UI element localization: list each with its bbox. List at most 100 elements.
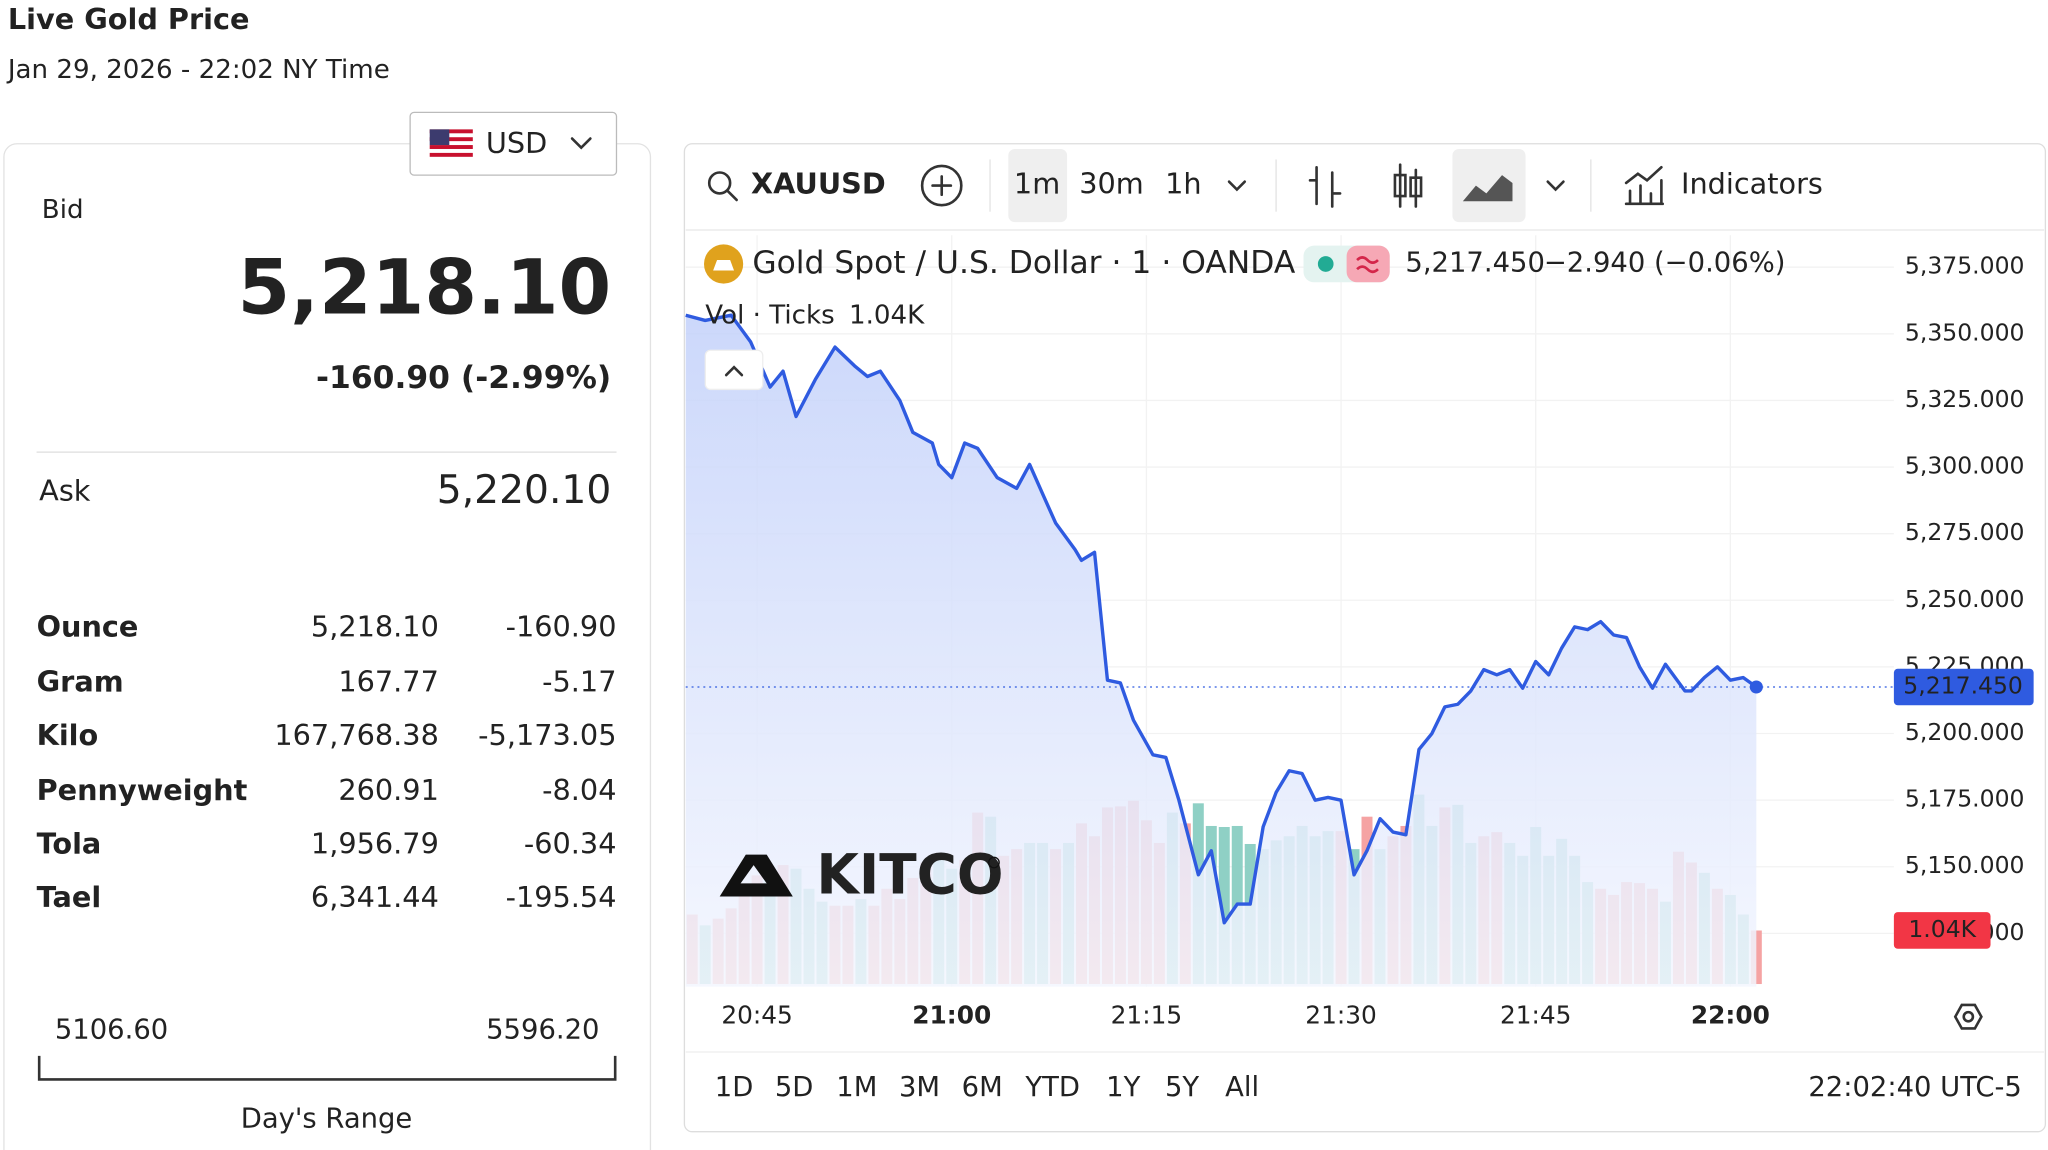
x-tick-label: 21:30 xyxy=(1305,1001,1376,1030)
legend-change: −2.940 (−0.06%) xyxy=(1544,247,1786,278)
interval-active xyxy=(1008,148,1068,223)
y-tick-label: 5,325.000 xyxy=(1905,385,2025,413)
price-line xyxy=(685,313,1758,925)
us-flag xyxy=(429,129,473,159)
symbol[interactable]: XAUUSD xyxy=(751,167,886,201)
range-button[interactable]: 1D xyxy=(715,1072,754,1103)
bid-change: -160.90 (-2.99%) xyxy=(316,360,611,396)
price-label-box xyxy=(1893,668,2034,706)
currency-select[interactable] xyxy=(409,111,618,176)
unit-price: 6,341.44 xyxy=(311,880,439,914)
add-symbol[interactable] xyxy=(920,164,963,207)
range-button[interactable]: 5Y xyxy=(1165,1072,1199,1103)
volume-label: 1.04K xyxy=(1908,915,1976,943)
unit-change: -195.54 xyxy=(506,880,617,914)
gold-badge xyxy=(704,244,744,284)
unit-table: Ounce 5,218.10 -160.90 Gram 167.77 -5.17 Kilo 1… xyxy=(37,610,617,915)
interval[interactable]: 30m xyxy=(1079,167,1144,201)
plot-area: 20:45 21:00 21:15 21:30 21:45 22:00 5,375.000 5… xyxy=(685,235,2034,1030)
unit-name: Kilo xyxy=(37,718,99,752)
indicators-button[interactable]: Indicators xyxy=(1681,167,1823,201)
range-button[interactable]: All xyxy=(1225,1072,1259,1103)
candles-icon[interactable] xyxy=(1393,163,1423,208)
unit-change: -60.34 xyxy=(524,827,617,861)
market-status xyxy=(1317,256,1334,272)
unit-price: 260.91 xyxy=(338,773,439,807)
quote-card xyxy=(3,143,652,1150)
x-tick-label: 20:45 xyxy=(721,1001,792,1030)
area-icon xyxy=(1462,175,1513,202)
volume-legend: Vol · Ticks xyxy=(705,301,834,331)
unit-name: Gram xyxy=(37,664,124,698)
range-button[interactable]: 1Y xyxy=(1106,1072,1140,1103)
range-caption: Day's Range xyxy=(241,1103,413,1134)
symbol-description: Gold Spot / U.S. Dollar · 1 · OANDA xyxy=(752,245,1295,281)
price-label: 5,217.450 xyxy=(1903,672,2023,700)
bars-icon[interactable] xyxy=(1308,165,1342,208)
legend-price: 5,217.450 xyxy=(1405,247,1545,278)
range-button[interactable]: 1M xyxy=(836,1072,877,1103)
y-tick-label: 5,150.000 xyxy=(1905,851,2025,879)
unit-name: Ounce xyxy=(37,610,139,644)
ask-price: 5,220.10 xyxy=(437,468,611,513)
unit-change: -5,173.05 xyxy=(478,718,616,752)
unit-price: 167,768.38 xyxy=(274,718,438,752)
x-tick-label: 21:45 xyxy=(1500,1001,1571,1030)
chart-style-active[interactable] xyxy=(1452,148,1526,223)
bid-price: 5,218.10 xyxy=(237,244,611,332)
y-tick-label: 5,175.000 xyxy=(1905,785,2025,813)
range-button[interactable]: 6M xyxy=(962,1072,1003,1103)
range-high: 5596.20 xyxy=(486,1015,599,1046)
unit-change: -8.04 xyxy=(542,773,616,807)
delayed-pill xyxy=(1346,245,1390,283)
range-buttons: 1D 5D 1M 3M 6M YTD 1Y 5Y All xyxy=(715,1072,1259,1103)
price-area xyxy=(685,315,1757,987)
kitco-logo: KITCO xyxy=(719,842,1004,906)
volume-label-box xyxy=(1893,912,1991,949)
dropdown-chevron xyxy=(570,137,592,150)
y-tick-label: 5,375.000 xyxy=(1905,252,2025,280)
y-tick-label: 5,200.000 xyxy=(1905,718,2025,746)
logo-text: KITCO xyxy=(816,842,1003,906)
range-button[interactable]: 3M xyxy=(899,1072,940,1103)
range-low: 5106.60 xyxy=(55,1015,168,1046)
range-bracket xyxy=(37,1055,617,1081)
unit-name: Tael xyxy=(37,880,102,914)
style-chevron[interactable] xyxy=(1546,180,1565,192)
ask-label: Ask xyxy=(39,474,91,508)
unit-price: 1,956.79 xyxy=(311,827,439,861)
search-icon[interactable] xyxy=(707,171,738,202)
indicators-icon[interactable] xyxy=(1624,165,1664,206)
unit-change: -160.90 xyxy=(506,610,617,644)
unit-price: 5,218.10 xyxy=(311,610,439,644)
volume-bar xyxy=(1218,826,1230,985)
y-tick-label: 5,250.000 xyxy=(1905,585,2025,613)
interval[interactable]: 1h xyxy=(1165,167,1201,201)
x-tick-label: 21:00 xyxy=(912,1001,991,1030)
last-price-dot xyxy=(1749,680,1763,694)
collapse-button[interactable] xyxy=(704,349,764,391)
unit-name: Pennyweight xyxy=(37,773,248,807)
clock: 22:02:40 UTC-5 xyxy=(1808,1072,2022,1103)
unit-price: 167.77 xyxy=(338,664,439,698)
settings-icon[interactable] xyxy=(1953,1003,1983,1030)
range-button[interactable]: YTD xyxy=(1024,1072,1080,1103)
volume-legend-value: 1.04K xyxy=(849,301,925,331)
y-tick-label: 5,275.000 xyxy=(1905,518,2025,546)
unit-change: -5.17 xyxy=(542,664,616,698)
y-tick-label: 5,350.000 xyxy=(1905,318,2025,346)
page-title: Live Gold Price xyxy=(8,2,250,36)
interval[interactable]: 1m xyxy=(1014,167,1060,201)
y-tick-label: 5,300.000 xyxy=(1905,452,2025,480)
collapse-caret xyxy=(724,365,744,377)
unit-name: Tola xyxy=(37,827,102,861)
delayed-icon xyxy=(1356,256,1379,274)
x-tick-label: 22:00 xyxy=(1691,1001,1770,1030)
timestamp: Jan 29, 2026 - 22:02 NY Time xyxy=(6,55,390,85)
interval-chevron[interactable] xyxy=(1227,180,1247,192)
bid-label: Bid xyxy=(42,195,84,225)
range-button[interactable]: 5D xyxy=(775,1072,814,1103)
currency-label: USD xyxy=(486,126,547,160)
